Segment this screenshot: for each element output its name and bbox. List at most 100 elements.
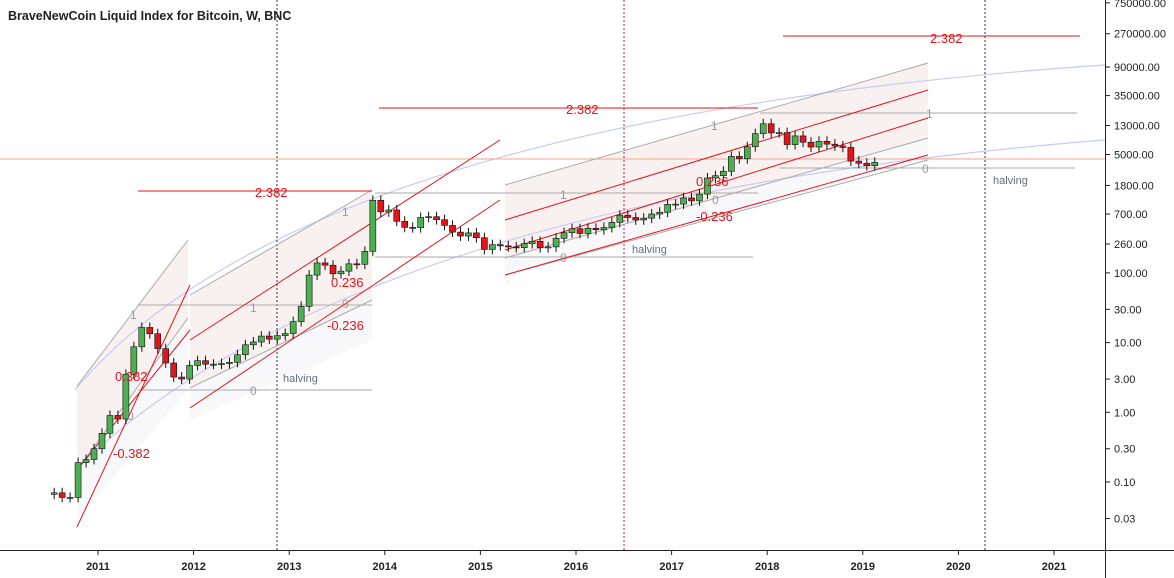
candle (576, 228, 584, 234)
candle (728, 156, 735, 172)
candle (608, 222, 616, 228)
y-axis-panel (1106, 0, 1174, 578)
fib-grey-line (76, 317, 189, 471)
candle (600, 227, 608, 231)
fib-channel-fill (505, 63, 928, 258)
candle (162, 348, 170, 364)
candle (799, 135, 807, 143)
candle (425, 216, 432, 219)
y-tick-label: 30.00 (1114, 304, 1142, 316)
candle (497, 244, 504, 247)
candle (114, 415, 122, 420)
fib-red-line (189, 199, 501, 409)
candle (672, 203, 679, 206)
y-tick-label: 5000.00 (1114, 149, 1154, 161)
fib-level-label: 2.382 (930, 31, 963, 46)
candle (863, 162, 871, 167)
candle (736, 156, 743, 160)
candle (640, 217, 648, 221)
candle (242, 344, 249, 356)
x-tick-label: 2021 (1042, 561, 1066, 573)
candle (520, 243, 528, 248)
candle (234, 354, 241, 363)
fib-red-line (76, 284, 191, 528)
candle (377, 200, 385, 213)
x-axis-panel (0, 551, 1106, 578)
fib-level-label: 0 (250, 384, 257, 398)
fib-level-label: 1 (926, 107, 933, 121)
candle (680, 197, 687, 205)
fib-level-label: 1 (711, 119, 718, 133)
fib-grey-line (76, 239, 189, 387)
candle (855, 160, 863, 164)
fib-level-label: 1 (250, 301, 257, 315)
candle (449, 225, 456, 233)
candle (489, 244, 496, 250)
fib-level-label: -0.236 (696, 209, 733, 224)
candle (704, 177, 711, 195)
chart-title: BraveNewCoin Liquid Index for Bitcoin, W… (8, 9, 292, 23)
candle (58, 492, 66, 498)
x-tick-label: 2015 (468, 561, 492, 573)
y-tick-label: 270000.00 (1114, 29, 1166, 41)
candle (154, 333, 162, 349)
candle (178, 376, 185, 380)
fib-red-line (76, 329, 191, 471)
fib-red-line (504, 89, 929, 221)
candle (751, 133, 759, 148)
candle (297, 306, 305, 322)
fib-level-label: -0.382 (113, 446, 150, 461)
candle (791, 135, 799, 145)
drawing-lines (0, 0, 1105, 550)
candle (122, 374, 130, 420)
x-tick-label: 2019 (851, 561, 875, 573)
candle (759, 123, 767, 134)
candle (847, 147, 855, 162)
candle (281, 333, 289, 336)
candle (433, 216, 440, 220)
x-tick-label: 2012 (181, 561, 205, 573)
candle (783, 132, 791, 145)
candle (82, 459, 90, 463)
candle (401, 220, 409, 228)
x-tick-label: 2014 (373, 561, 398, 573)
candle (226, 362, 233, 364)
candle (250, 341, 257, 346)
fib-level-label: 0.382 (115, 369, 148, 384)
drawings-background (74, 63, 1106, 520)
fib-level-label: 1 (130, 308, 137, 322)
fib-grey-line (189, 299, 373, 389)
candle (441, 219, 448, 226)
candle (528, 241, 536, 244)
candle (409, 227, 416, 229)
fib-level-label: 0 (922, 162, 929, 176)
candle (504, 245, 512, 248)
candle (457, 231, 464, 237)
candle (258, 335, 265, 343)
fib-level-label: 0 (560, 251, 567, 265)
fib-level-label: 0.236 (331, 275, 364, 290)
candle (289, 321, 297, 334)
fib-grey-line (504, 62, 929, 186)
y-tick-label: 700.00 (1114, 209, 1148, 221)
candle (186, 365, 193, 380)
candle (656, 211, 663, 215)
candle (321, 262, 329, 266)
y-tick-label: 0.10 (1114, 477, 1135, 489)
candle (720, 170, 727, 177)
candle (743, 146, 751, 160)
y-tick-label: 750000.00 (1114, 0, 1166, 10)
candle (536, 241, 544, 248)
candle (146, 327, 154, 335)
candle (369, 200, 377, 252)
candle (313, 262, 321, 276)
drawing-labels: 2.382 2.382 2.382 0.382 -0.382 0.236 -0.236 0.2… (113, 31, 1028, 461)
y-tick-label: 1.00 (1114, 407, 1135, 419)
x-tick-label: 2017 (659, 561, 683, 573)
fib-red-line (504, 154, 929, 276)
candle (265, 335, 273, 340)
candle (831, 143, 839, 147)
y-tick-label: 260.00 (1114, 239, 1148, 251)
halving-label: halving (993, 175, 1028, 187)
